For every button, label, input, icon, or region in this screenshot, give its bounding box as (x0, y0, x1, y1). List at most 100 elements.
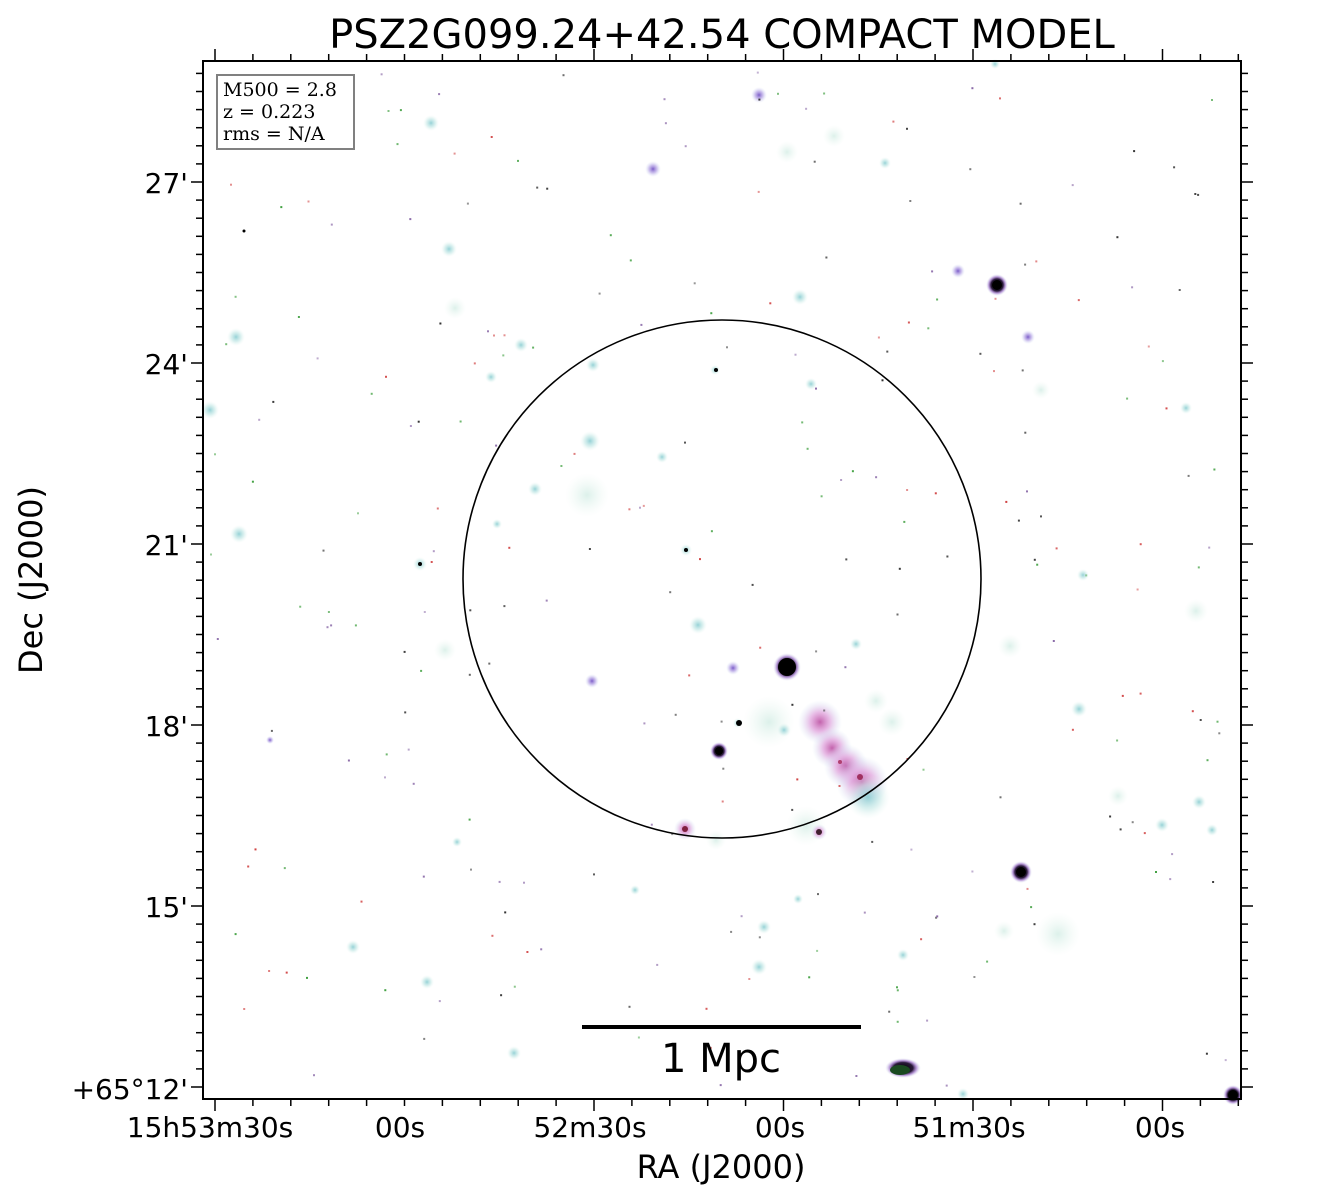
noise-pixel (639, 506, 641, 509)
ra-tick-label: 00s (755, 1111, 805, 1144)
noise-pixel (469, 609, 472, 612)
noise-pixel (1199, 719, 1202, 721)
noise-pixel (1171, 853, 1174, 856)
noise-pixel (560, 465, 563, 467)
noise-pixel (643, 722, 646, 725)
noise-pixel (588, 548, 591, 550)
noise-pixel (628, 508, 631, 511)
noise-pixel (971, 870, 974, 873)
noise-pixel (971, 87, 974, 90)
noise-pixel (759, 646, 762, 649)
faint-sources (434, 125, 1208, 956)
noise-pixel (762, 1059, 765, 1062)
noise-pixel (268, 970, 271, 972)
noise-pixel (926, 1019, 929, 1022)
noise-pixel (1119, 828, 1122, 831)
dec-tick-label: +65°12' (72, 1073, 188, 1106)
noise-pixel (430, 561, 433, 563)
noise-pixel (896, 989, 899, 992)
dec-tick-label: 27' (145, 167, 188, 200)
noise-pixel (1197, 193, 1200, 196)
noise-pixel (1071, 184, 1074, 187)
noise-pixel (710, 312, 713, 315)
noise-pixel (813, 160, 816, 163)
noise-pixel (1212, 881, 1215, 883)
noise-pixel (674, 713, 677, 716)
noise-pixel (1194, 193, 1197, 195)
noise-pixel (1161, 360, 1164, 363)
noise-pixel (1021, 369, 1024, 372)
noise-pixel (1040, 515, 1042, 518)
noise-pixel (523, 881, 525, 884)
noise-pixel (1005, 500, 1008, 503)
noise-pixel (769, 302, 772, 305)
noise-pixel (1126, 397, 1129, 400)
noise-pixel (730, 930, 733, 933)
noise-pixel (313, 1074, 315, 1077)
noise-pixel (258, 418, 261, 421)
noise-pixel (684, 145, 687, 148)
r500-circle (462, 319, 982, 839)
noise-pixel (855, 1075, 858, 1077)
faint-source (434, 639, 456, 661)
noise-pixel (1030, 906, 1033, 909)
noise-pixel (1024, 431, 1027, 434)
noise-pixel (438, 93, 441, 96)
noise-pixel (504, 911, 507, 914)
ra-tick-label: 52m30s (533, 1111, 646, 1144)
noise-pixel (1139, 543, 1142, 546)
faint-source (1032, 381, 1050, 399)
noise-pixel (1208, 546, 1211, 549)
noise-pixel (562, 74, 565, 77)
noise-pixel (270, 729, 273, 732)
noise-pixel (705, 1007, 708, 1010)
noise-pixel (326, 626, 329, 629)
noise-pixel (851, 470, 854, 473)
noise-pixel (922, 768, 925, 771)
noise-pixel (399, 109, 402, 112)
noise-pixel (1071, 728, 1074, 731)
noise-pixel (945, 1084, 948, 1087)
x-axis-label: RA (J2000) (637, 1148, 806, 1186)
noise-pixel (473, 362, 476, 365)
noise-pixel (973, 976, 976, 978)
noise-pixel (946, 555, 949, 558)
noise-pixel (994, 297, 997, 300)
noise-pixel (1197, 566, 1200, 569)
noise-pixel (710, 530, 713, 533)
noise-pixel (1165, 407, 1168, 410)
noise-pixel (230, 183, 232, 186)
noise-pixel (720, 720, 723, 723)
noise-pixel (721, 800, 724, 803)
noise-pixel (517, 159, 519, 162)
info-redshift: z = 0.223 (223, 101, 315, 123)
noise-pixel (875, 476, 878, 479)
noise-pixel (225, 343, 228, 346)
noise-pixel (726, 346, 728, 349)
noise-pixel (1026, 887, 1029, 890)
scale-bar-label: 1 Mpc (661, 1036, 781, 1082)
noise-pixel (491, 934, 494, 937)
noise-pixel (1213, 468, 1216, 471)
noise-pixel (1109, 815, 1112, 818)
noise-pixel (526, 951, 529, 953)
noise-pixel (909, 200, 912, 202)
noise-pixel (1147, 345, 1150, 348)
noise-pixel (825, 256, 828, 259)
cyan-sources (201, 59, 1218, 1100)
noise-pixel (935, 916, 938, 919)
noise-pixel (422, 875, 425, 878)
faint-source (994, 921, 1014, 941)
noise-pixel (347, 759, 350, 762)
axis-ticks (191, 49, 1253, 1111)
noise-pixel (573, 452, 576, 455)
dec-tick-label: 24' (145, 348, 188, 381)
y-axis-label: Dec (J2000) (12, 486, 50, 674)
ra-tick-labels: 15h53m30s 00s 52m30s 00s 51m30s 00s (127, 1111, 1185, 1144)
noise-pixel (409, 425, 412, 427)
noise-pixel (1218, 732, 1221, 735)
noise-pixel (384, 776, 386, 779)
dec-tick-labels: 27' 24' 21' 18' 15' +65°12' (72, 167, 188, 1106)
noise-pixels (210, 71, 1227, 1087)
